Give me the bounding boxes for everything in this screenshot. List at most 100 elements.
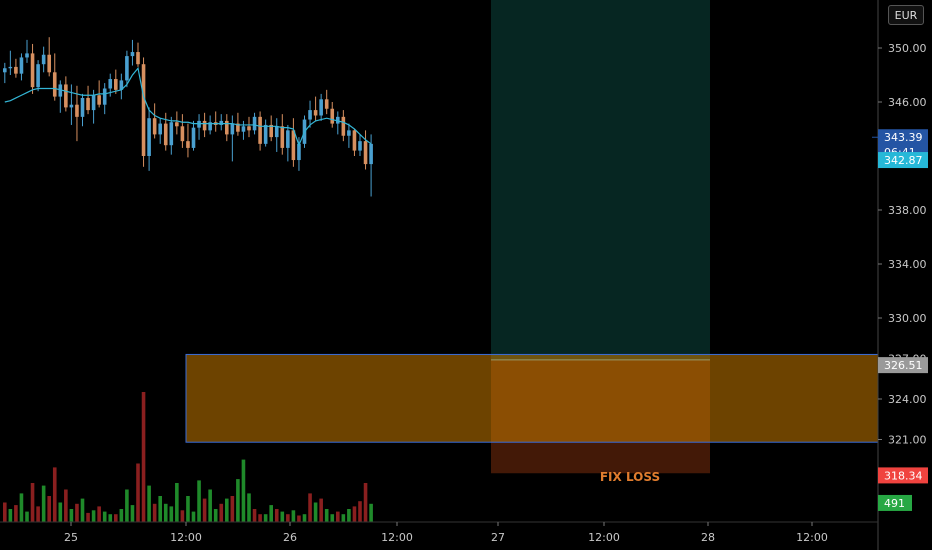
candle-body: [219, 120, 224, 125]
volume-bar: [125, 489, 129, 522]
candle-body: [169, 122, 174, 146]
candle-body: [369, 143, 373, 165]
volume-bar: [108, 514, 113, 522]
candle-body: [324, 99, 329, 109]
volume-bar: [225, 498, 229, 522]
price-badge-label: 491: [884, 497, 905, 510]
candle-body: [291, 130, 296, 161]
volume-bar: [64, 489, 68, 522]
fix-loss-label: FIX LOSS: [600, 470, 660, 484]
volume-bar: [136, 463, 140, 522]
candle-body: [64, 84, 68, 108]
y-tick-label: 324.00: [888, 393, 927, 406]
candle-body: [163, 123, 168, 146]
volume-bar: [141, 392, 146, 522]
candle-body: [236, 123, 240, 132]
volume-bar: [58, 502, 63, 522]
zones-layer: FIX LOSS: [185, 0, 879, 484]
volume-bar: [8, 509, 13, 522]
x-tick-label: 25: [64, 531, 78, 544]
volume-bar: [297, 515, 301, 522]
volume-bar: [208, 489, 212, 522]
y-tick-label: 330.00: [888, 312, 927, 325]
volume-bar: [169, 506, 174, 522]
candles-layer: [3, 37, 373, 197]
candle-body: [86, 97, 90, 111]
candle-body: [136, 52, 140, 65]
candle-body: [263, 124, 268, 144]
x-tick-label: 12:00: [381, 531, 413, 544]
candle-body: [158, 123, 162, 135]
x-tick-label: 12:00: [796, 531, 828, 544]
y-tick-label: 346.00: [888, 96, 927, 109]
candle-body: [252, 116, 257, 131]
volume-bar: [47, 496, 51, 522]
volume-bar: [147, 485, 151, 522]
volume-bar: [286, 514, 290, 522]
candle-body: [14, 66, 18, 74]
volume-layer: [3, 392, 373, 522]
volume-bar: [263, 514, 268, 522]
volume-bar: [341, 514, 346, 522]
candle-body: [30, 53, 35, 88]
volume-bar: [202, 498, 207, 522]
volume-bar: [130, 505, 135, 522]
candle-body: [241, 126, 246, 132]
volume-bar: [86, 512, 90, 522]
candle-body: [197, 120, 201, 128]
y-tick-label: 321.00: [888, 434, 927, 447]
x-tick-label: 12:00: [170, 531, 202, 544]
price-badge-label: 318.34: [884, 469, 923, 482]
volume-bar: [236, 479, 240, 522]
volume-bar: [186, 496, 190, 522]
candle-body: [130, 52, 135, 57]
x-tick-label: 28: [701, 531, 715, 544]
volume-bar: [69, 509, 74, 522]
volume-bar: [347, 509, 351, 522]
price-badge: [878, 467, 928, 484]
vwap-layer: [4, 66, 372, 147]
candle-body: [147, 118, 151, 156]
price-badge: [878, 357, 928, 374]
x-tick-label: 26: [283, 531, 297, 544]
candle-body: [47, 54, 51, 73]
volume-bar: [358, 501, 362, 522]
volume-bar: [114, 514, 118, 522]
x-tick-label: 12:00: [588, 531, 620, 544]
y-tick-label: 338.00: [888, 204, 927, 217]
volume-bar: [363, 483, 368, 522]
volume-bar: [197, 480, 201, 522]
candle-body: [280, 126, 285, 148]
candle-body: [258, 116, 262, 144]
volume-bar: [19, 493, 24, 522]
candle-body: [36, 64, 40, 88]
candle-body: [352, 130, 357, 151]
volume-bar: [80, 498, 85, 522]
candle-body: [69, 104, 74, 108]
volume-bar: [280, 511, 285, 522]
y-tick-label: 334.00: [888, 258, 927, 271]
profit-zone: [491, 0, 710, 360]
volume-bar: [152, 503, 157, 522]
candle-body: [247, 126, 251, 131]
candle-body: [319, 99, 323, 116]
candle-body: [225, 120, 229, 135]
volume-bar: [163, 503, 168, 522]
currency-button[interactable]: EUR: [888, 5, 924, 25]
volume-bar: [91, 510, 96, 522]
volume-bar: [302, 514, 307, 522]
candle-body: [58, 84, 63, 97]
candle-body: [75, 104, 79, 117]
candle-body: [52, 72, 57, 97]
candle-body: [3, 68, 7, 73]
volume-bar: [30, 483, 35, 522]
volume-bar: [252, 509, 257, 522]
volume-bar: [36, 506, 40, 522]
candle-body: [274, 126, 279, 138]
volume-bar: [3, 502, 7, 522]
candle-body: [175, 122, 179, 127]
candle-body: [180, 126, 185, 142]
